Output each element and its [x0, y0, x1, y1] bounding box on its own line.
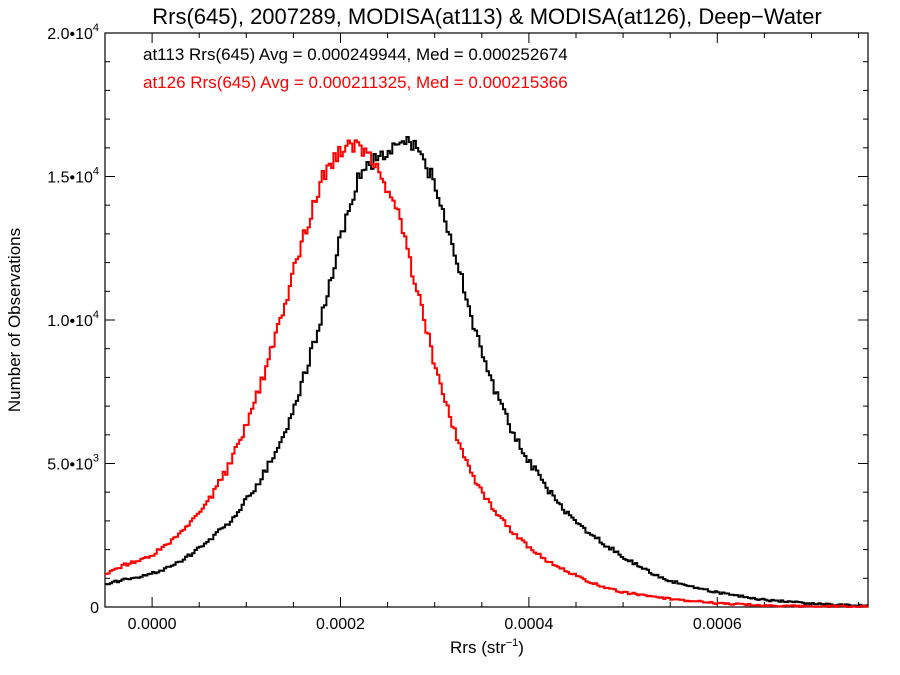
x-axis-label-main: Rrs (str [450, 638, 506, 657]
y-tick-exponent: 4 [93, 22, 99, 34]
x-tick-label: 0.0006 [693, 616, 742, 633]
series-line-1 [105, 139, 868, 608]
y-tick-exponent: 4 [93, 166, 99, 178]
y-tick-base: 2.0•10 [47, 26, 93, 43]
x-tick-label: 0.0004 [504, 616, 553, 633]
y-tick-exponent: 4 [93, 309, 99, 321]
y-tick-exponent: 3 [93, 453, 99, 465]
y-tick-base: 1.5•10 [47, 170, 93, 187]
stats-annotation: at126 Rrs(645) Avg = 0.000211325, Med = … [143, 73, 568, 92]
annotations: at113 Rrs(645) Avg = 0.000249944, Med = … [143, 45, 568, 92]
y-axis-label: Number of Observations [5, 228, 24, 412]
x-axis-label-superscript: −1 [506, 637, 519, 649]
y-tick-base: 1.0•10 [47, 313, 93, 330]
series-line-0 [105, 136, 868, 608]
y-tick-label: 5.0•103 [47, 453, 99, 474]
x-axis-label: Rrs (str−1) [450, 637, 524, 657]
y-tick-label: 2.0•104 [47, 22, 99, 43]
series-lines [105, 136, 868, 608]
y-tick-label: 1.0•104 [47, 309, 99, 330]
x-tick-label: 0.0000 [128, 616, 177, 633]
y-tick-base: 5.0•10 [47, 457, 93, 474]
y-tick-base: 0 [90, 600, 99, 617]
stats-annotation: at113 Rrs(645) Avg = 0.000249944, Med = … [143, 45, 568, 64]
x-axis-label-end: ) [518, 638, 524, 657]
y-tick-label: 0 [90, 600, 99, 617]
x-ticks: 0.0000 0.0002 0.0004 0.0006 [128, 33, 860, 633]
chart-title: Rrs(645), 2007289, MODISA(at113) & MODIS… [152, 4, 821, 29]
x-tick-label: 0.0002 [316, 616, 365, 633]
plot-frame [104, 32, 869, 608]
y-tick-label: 1.5•104 [47, 166, 99, 187]
